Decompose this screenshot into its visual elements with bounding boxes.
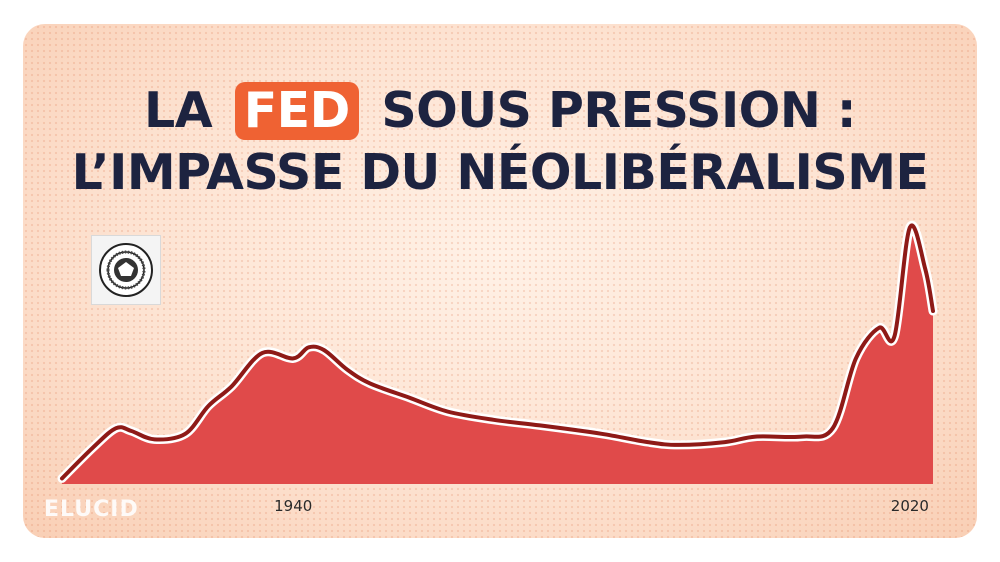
title-line-1: LA FED SOUS PRESSION : [23,80,977,142]
x-axis-ticks: 1940 2020 [274,497,929,515]
elucid-logo: ELUCID [44,497,139,522]
title-word-la: LA [143,82,213,139]
x-tick-label-2020: 2020 [891,497,929,515]
title-line-2: L’IMPASSE DU NÉOLIBÉRALISME [71,144,929,201]
series-line [60,223,935,481]
fed-badge: FED [234,82,359,140]
x-tick-label-1940: 1940 [274,497,312,515]
seal-graphic [99,243,153,297]
page-title: LA FED SOUS PRESSION : L’IMPASSE DU NÉOL… [23,80,977,204]
series-area-fill [62,225,933,485]
title-rest: SOUS PRESSION : [381,82,857,139]
federal-reserve-seal-icon [91,235,161,305]
